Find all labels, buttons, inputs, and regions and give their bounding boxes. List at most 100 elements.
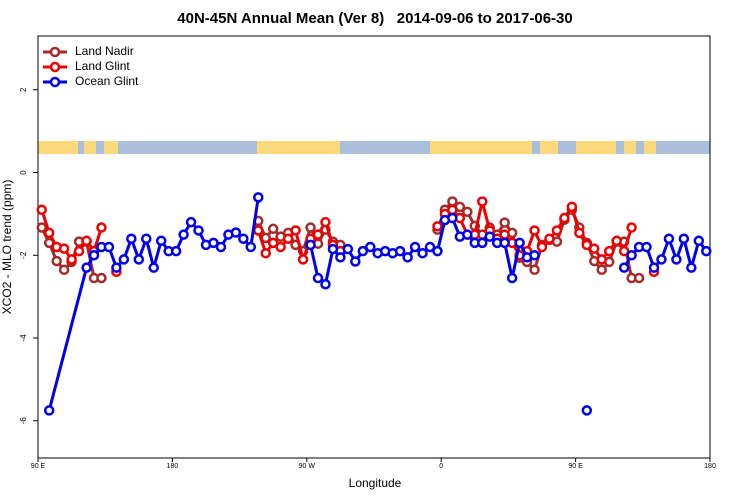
land-strip <box>430 141 532 154</box>
data-point <box>58 243 70 254</box>
x-tick-label: 90 E <box>568 463 583 470</box>
data-point <box>611 235 622 247</box>
data-point <box>589 243 600 254</box>
data-point <box>312 272 324 284</box>
data-point <box>282 233 294 244</box>
data-point <box>36 222 47 233</box>
y-tick-label: -2 <box>19 251 28 259</box>
data-point <box>529 250 540 261</box>
data-point <box>118 254 130 265</box>
data-point <box>81 262 92 273</box>
chart-title: 40N-45N Annual Mean (Ver 8) 2014-09-06 t… <box>177 10 572 27</box>
data-point <box>596 264 607 276</box>
data-point <box>462 206 473 218</box>
data-point <box>447 196 458 207</box>
data-point <box>275 241 286 253</box>
data-point <box>499 229 510 240</box>
x-tick-label: 180 <box>167 463 179 470</box>
data-point <box>529 225 540 236</box>
legend-marker <box>49 61 61 73</box>
data-point <box>432 221 443 232</box>
data-point <box>193 225 204 236</box>
data-point <box>641 241 652 253</box>
data-point <box>596 254 607 265</box>
data-point <box>215 241 227 253</box>
series-line <box>47 197 708 411</box>
plot-frame <box>37 35 711 459</box>
data-point <box>58 264 70 276</box>
x-tick-label: 0 <box>439 463 443 470</box>
legend-label: Land Glint <box>75 59 130 73</box>
land-strip <box>38 141 78 154</box>
data-point <box>447 204 458 216</box>
data-point <box>148 262 159 273</box>
data-point <box>499 217 510 228</box>
data-point <box>126 233 137 244</box>
legend-label: Land Nadir <box>75 44 134 58</box>
data-point <box>618 262 630 273</box>
data-point <box>514 237 525 249</box>
legend-marker <box>49 76 61 88</box>
data-point <box>178 229 189 240</box>
data-point <box>185 216 197 228</box>
data-point <box>417 247 428 259</box>
x-tick-label: 180 <box>704 463 716 470</box>
data-point <box>320 216 331 228</box>
data-point <box>365 241 376 253</box>
data-point <box>477 237 488 249</box>
data-point <box>656 254 667 265</box>
data-point <box>499 237 510 249</box>
land-strip <box>257 141 340 154</box>
data-point <box>581 405 593 416</box>
data-point <box>686 262 697 273</box>
data-point <box>626 250 637 261</box>
data-point <box>671 254 682 265</box>
land-strip <box>84 141 96 154</box>
data-point <box>633 272 645 284</box>
x-tick-label: 90 W <box>299 463 316 470</box>
data-point <box>529 264 540 276</box>
data-point <box>648 262 660 273</box>
data-point <box>73 245 85 257</box>
data-point <box>267 237 279 249</box>
data-point <box>477 196 488 207</box>
data-point <box>342 243 354 255</box>
land-strip <box>540 141 558 154</box>
legend-marker <box>49 46 61 58</box>
data-point <box>574 227 585 239</box>
data-point <box>566 201 578 213</box>
land-strip <box>104 141 118 154</box>
data-point <box>96 272 107 284</box>
data-point <box>290 225 301 236</box>
data-point <box>51 255 62 267</box>
data-point <box>267 223 279 235</box>
data-point <box>260 247 271 259</box>
y-tick-label: -6 <box>19 417 28 425</box>
x-axis-label: Longitude <box>349 476 402 490</box>
data-point <box>327 243 339 255</box>
data-point <box>238 233 249 244</box>
legend-label: Ocean Glint <box>75 74 139 88</box>
data-point <box>357 245 369 257</box>
data-point <box>618 245 630 257</box>
data-point <box>402 252 413 263</box>
data-point <box>208 237 219 249</box>
data-point <box>350 256 361 267</box>
data-point <box>693 235 705 247</box>
x-tick-label: 90 E <box>31 463 46 470</box>
land-strip <box>624 141 636 154</box>
data-point <box>66 254 77 265</box>
data-point <box>297 254 309 265</box>
data-point <box>103 241 115 253</box>
data-point <box>253 225 264 236</box>
data-point <box>312 229 324 240</box>
data-point <box>394 245 406 257</box>
data-point <box>133 254 145 265</box>
data-point <box>551 225 563 236</box>
data-point <box>230 227 242 238</box>
y-axis-label: XCO2 - MLO trend (ppm) <box>0 180 14 315</box>
data-point <box>678 233 690 244</box>
data-point <box>141 233 152 244</box>
data-point <box>626 222 637 233</box>
data-point <box>81 235 92 247</box>
